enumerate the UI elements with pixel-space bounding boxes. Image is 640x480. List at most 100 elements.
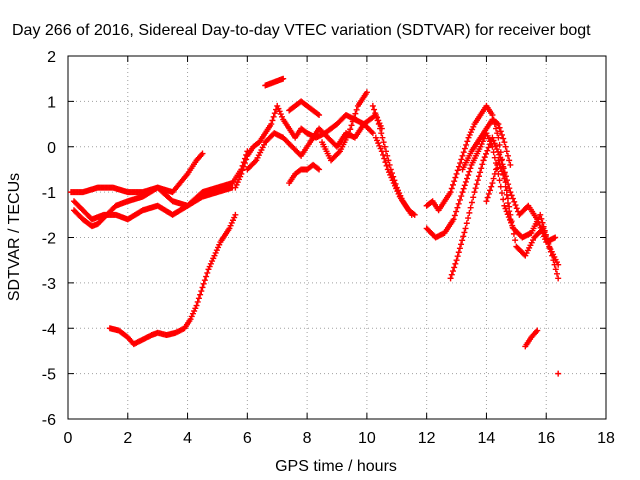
data-point bbox=[483, 198, 490, 205]
data-point bbox=[461, 145, 468, 152]
data-point bbox=[188, 313, 195, 320]
data-point bbox=[536, 222, 543, 229]
data-point bbox=[237, 173, 244, 180]
data-point bbox=[489, 180, 496, 187]
data-point bbox=[393, 185, 400, 192]
data-point bbox=[473, 181, 480, 188]
data-point bbox=[460, 149, 467, 156]
data-point bbox=[483, 150, 490, 157]
data-point bbox=[540, 233, 547, 240]
data-point bbox=[451, 212, 458, 219]
data-point bbox=[197, 291, 204, 298]
data-point bbox=[457, 160, 464, 167]
series-track-19 bbox=[555, 370, 562, 377]
data-point bbox=[373, 113, 380, 120]
data-point bbox=[469, 126, 476, 133]
data-point bbox=[451, 178, 458, 185]
y-tick-label: 1 bbox=[47, 94, 56, 111]
data-point bbox=[377, 125, 384, 132]
data-point bbox=[500, 135, 507, 142]
data-point bbox=[449, 181, 456, 188]
data-point bbox=[485, 190, 492, 197]
series-track-9 bbox=[286, 161, 323, 187]
data-point bbox=[465, 172, 472, 179]
series-track-6 bbox=[244, 121, 376, 173]
data-point bbox=[335, 149, 342, 156]
data-point bbox=[455, 200, 462, 207]
data-point bbox=[495, 134, 502, 141]
data-point bbox=[552, 234, 559, 241]
data-point bbox=[316, 166, 323, 173]
y-tick-labels: -6 -5 -4 -3 -2 -1 0 1 2 bbox=[42, 49, 56, 429]
data-point bbox=[462, 178, 469, 185]
data-point bbox=[463, 220, 470, 227]
data-point bbox=[229, 217, 236, 224]
data-point bbox=[279, 113, 286, 120]
data-point bbox=[493, 146, 500, 153]
data-point bbox=[477, 143, 484, 150]
series-track-1 bbox=[67, 148, 251, 209]
data-point bbox=[452, 260, 459, 267]
data-point bbox=[537, 211, 544, 218]
data-point bbox=[456, 196, 463, 203]
data-point bbox=[451, 264, 458, 271]
data-point bbox=[501, 202, 508, 209]
data-point bbox=[381, 155, 388, 162]
data-point bbox=[200, 280, 207, 287]
data-point bbox=[470, 194, 477, 201]
data-point bbox=[468, 199, 475, 206]
x-tick-label: 4 bbox=[183, 430, 192, 447]
data-point bbox=[484, 194, 491, 201]
data-point bbox=[513, 205, 520, 212]
series-track-3 bbox=[70, 150, 206, 230]
data-point bbox=[464, 175, 471, 182]
series-track-12 bbox=[372, 134, 415, 218]
data-point bbox=[478, 165, 485, 172]
data-point bbox=[466, 209, 473, 216]
data-point bbox=[349, 118, 356, 125]
data-point bbox=[347, 126, 354, 133]
data-point bbox=[534, 216, 541, 223]
data-point bbox=[234, 179, 241, 186]
data-point bbox=[507, 161, 514, 168]
data-point bbox=[212, 249, 219, 256]
x-tick-label: 8 bbox=[303, 430, 312, 447]
data-point bbox=[539, 230, 546, 237]
data-point bbox=[351, 114, 358, 121]
data-point bbox=[496, 151, 503, 158]
data-point bbox=[374, 137, 381, 144]
data-point bbox=[491, 140, 498, 147]
x-tick-label: 12 bbox=[418, 430, 436, 447]
data-point bbox=[495, 157, 502, 164]
series-track-7 bbox=[286, 98, 323, 118]
data-point bbox=[372, 110, 379, 117]
data-point bbox=[484, 147, 491, 154]
data-point bbox=[496, 160, 503, 167]
data-point bbox=[454, 204, 461, 211]
series-track-11 bbox=[369, 102, 418, 218]
data-point bbox=[484, 132, 491, 139]
data-point bbox=[235, 176, 242, 183]
data-point bbox=[232, 211, 239, 218]
data-point bbox=[470, 123, 477, 130]
data-point bbox=[348, 122, 355, 129]
data-point bbox=[379, 134, 386, 141]
data-point bbox=[226, 225, 233, 232]
data-point bbox=[378, 148, 385, 155]
data-point bbox=[198, 288, 205, 295]
series-track-18 bbox=[522, 327, 541, 350]
series-track-4 bbox=[106, 211, 239, 348]
data-point bbox=[496, 141, 503, 148]
data-point bbox=[363, 89, 370, 96]
data-point bbox=[495, 121, 502, 128]
y-tick-label: -4 bbox=[42, 321, 56, 338]
data-point bbox=[466, 131, 473, 138]
data-point bbox=[384, 152, 391, 159]
data-point bbox=[475, 173, 482, 180]
data-point bbox=[465, 134, 472, 141]
data-point bbox=[502, 143, 509, 150]
data-point bbox=[458, 156, 465, 163]
y-tick-label: 0 bbox=[47, 140, 56, 157]
data-point bbox=[314, 111, 321, 118]
